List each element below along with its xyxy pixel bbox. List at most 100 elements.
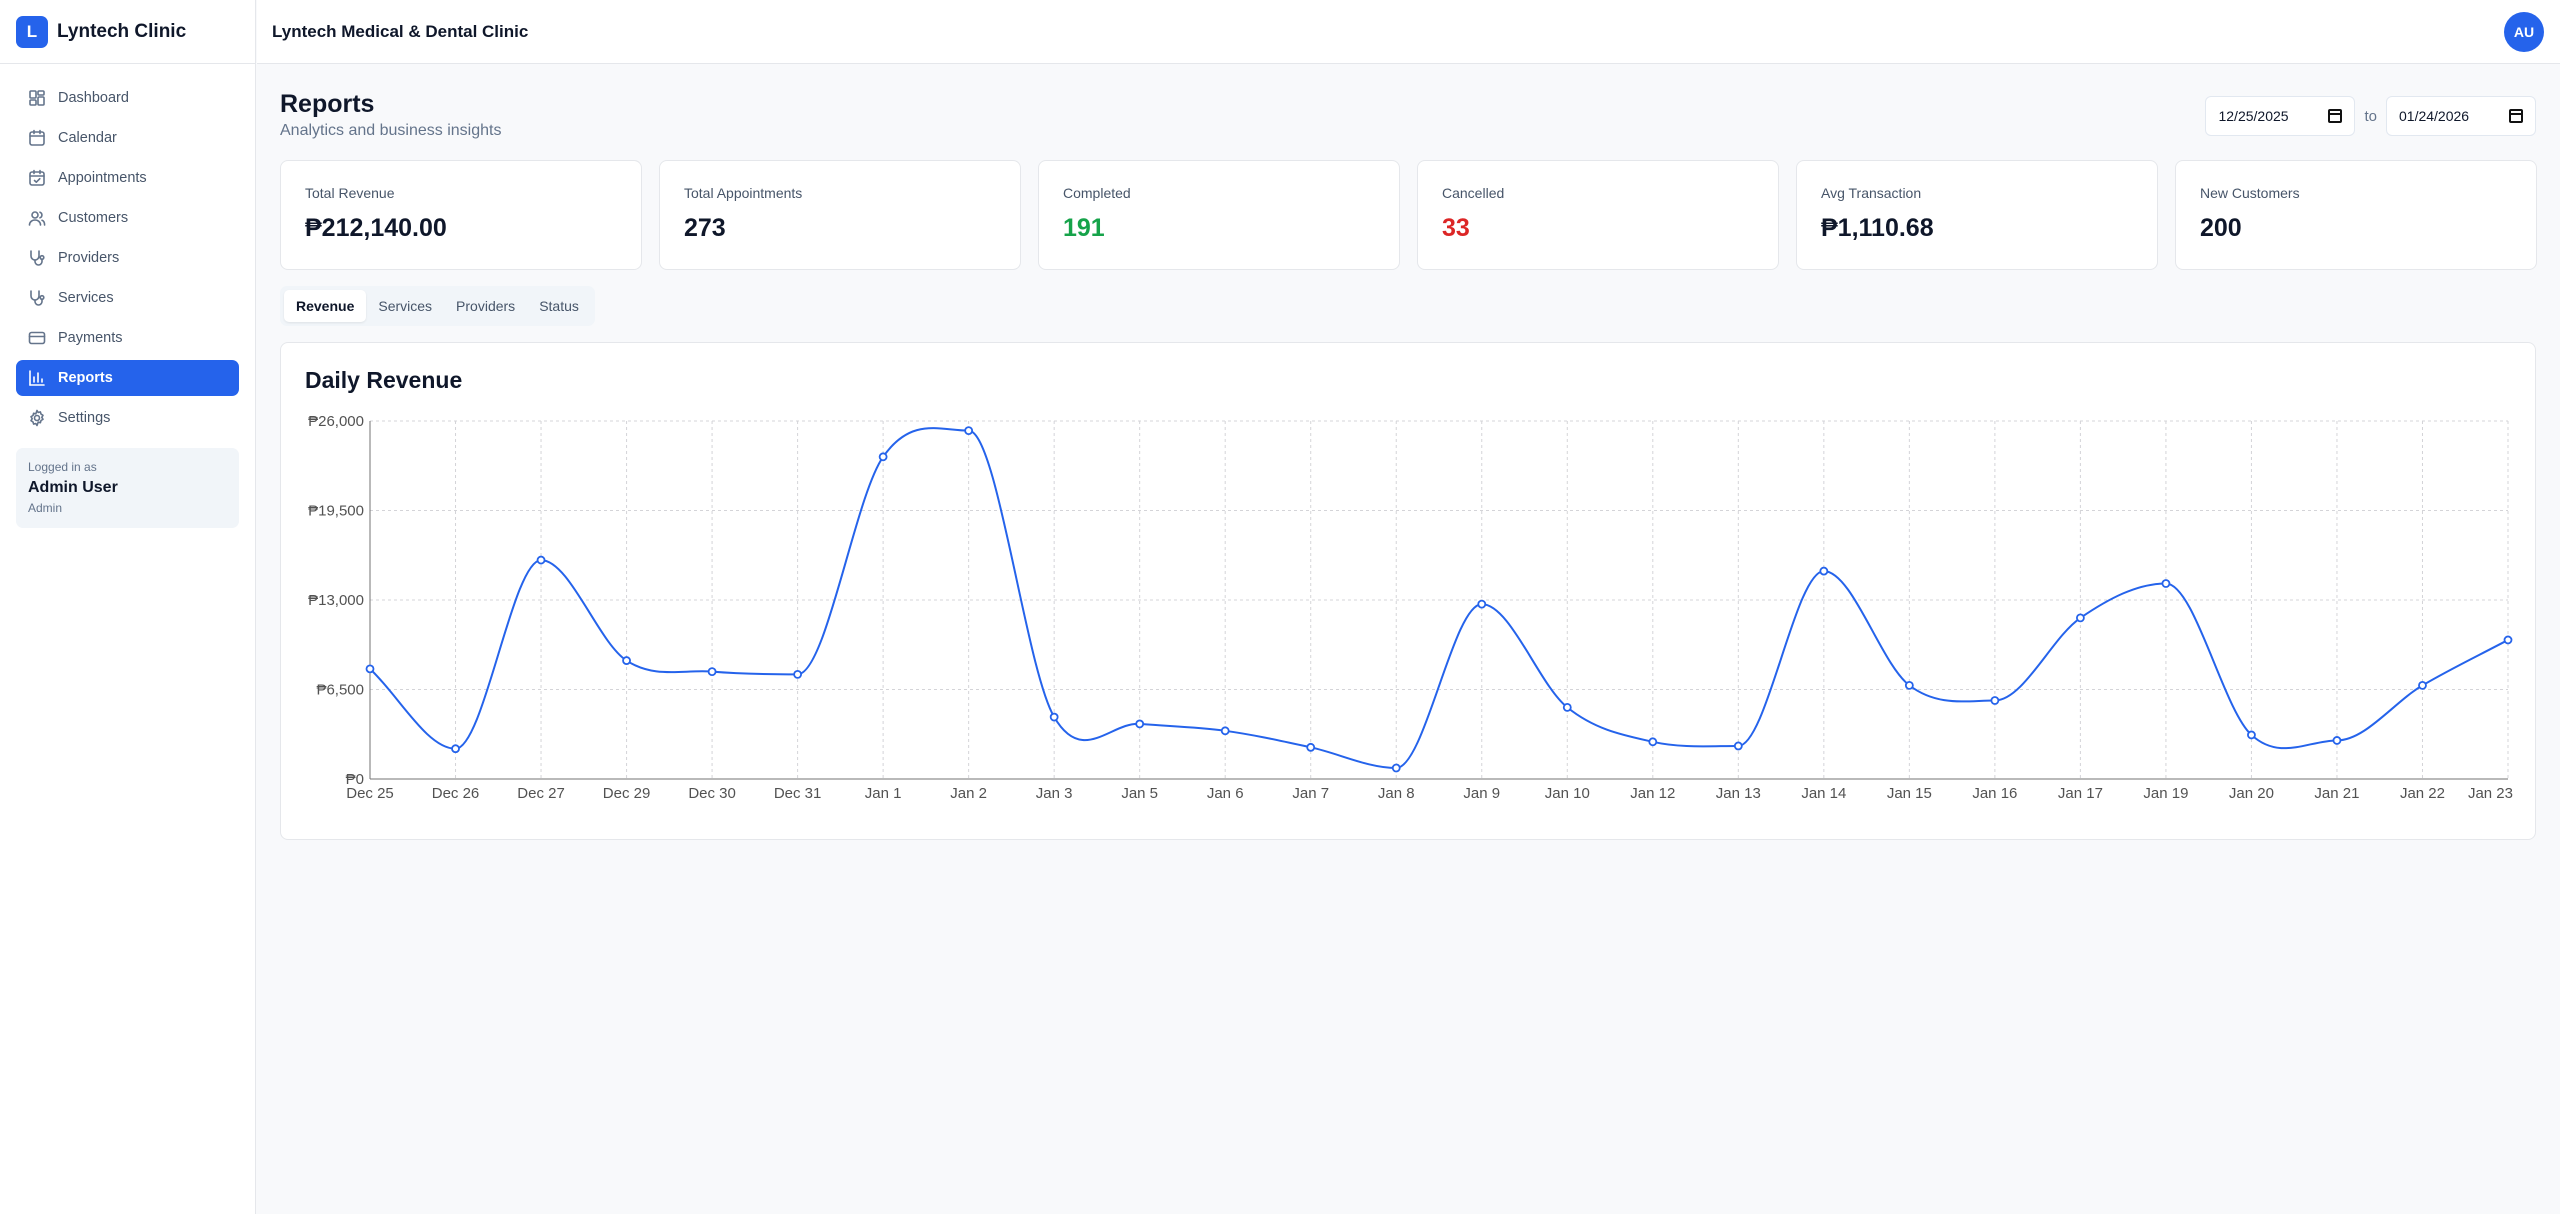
dashboard-icon	[28, 89, 46, 107]
x-tick-label: Dec 30	[688, 785, 736, 802]
brand[interactable]: L Lyntech Clinic	[0, 0, 255, 64]
data-point	[964, 426, 974, 436]
tab-services[interactable]: Services	[378, 298, 433, 314]
sidebar-item-label: Payments	[58, 330, 123, 346]
top-header: Lyntech Medical & Dental Clinic AU	[257, 0, 2560, 64]
calendar-icon[interactable]	[2509, 109, 2523, 123]
x-tick-label: Jan 12	[1630, 785, 1675, 802]
data-point	[707, 667, 717, 677]
clinic-title: Lyntech Medical & Dental Clinic	[272, 21, 529, 41]
x-tick-label: Jan 6	[1207, 785, 1244, 802]
data-point	[536, 555, 546, 565]
stat-value: ₱1,110.68	[1821, 214, 1934, 242]
data-point	[1135, 719, 1145, 729]
sidebar-item-reports[interactable]: Reports	[16, 360, 239, 396]
user-name: Admin User	[28, 479, 118, 496]
stat-label: Total Appointments	[684, 185, 803, 201]
main-content: Reports Analytics and business insights …	[280, 64, 2537, 840]
sidebar-item-appointments[interactable]: Appointments	[16, 160, 239, 196]
chart-card: Daily Revenue ₱0 ₱6,500 ₱13,000 ₱19,500 ₱26,…	[280, 342, 2536, 840]
x-tick-label: Jan 21	[2314, 785, 2359, 802]
x-tick-label: Jan 22	[2400, 785, 2445, 802]
x-tick-label: Jan 9	[1463, 785, 1500, 802]
sidebar-item-providers[interactable]: Providers	[16, 240, 239, 276]
brand-logo: L	[16, 15, 48, 48]
stethoscope-icon	[28, 249, 46, 267]
stat-label: Total Revenue	[305, 185, 395, 201]
x-tick-label: Dec 31	[774, 785, 822, 802]
x-tick-label: Jan 15	[1887, 785, 1932, 802]
stat-label: Completed	[1063, 185, 1131, 201]
stethoscope-icon	[28, 289, 46, 307]
date-to-input[interactable]: 01/24/2026	[2386, 96, 2536, 136]
y-tick-label: ₱6,500	[316, 682, 364, 699]
sidebar-item-label: Customers	[58, 210, 129, 226]
stats-row: Total Revenue ₱212,140.00 Total Appointmen…	[280, 160, 2537, 270]
data-point	[1306, 742, 1316, 752]
y-tick-label: ₱13,000	[308, 592, 364, 609]
stat-card: Avg Transaction ₱1,110.68	[1796, 160, 2158, 270]
sidebar-item-label: Reports	[58, 370, 113, 386]
brand-name: Lyntech Clinic	[57, 20, 187, 42]
date-from-value: 12/25/2025	[2218, 108, 2289, 124]
calendar-icon[interactable]	[2328, 109, 2343, 123]
x-tick-label: Jan 7	[1292, 785, 1329, 802]
data-point	[1648, 737, 1658, 747]
sidebar: L Lyntech Clinic Dashboard Calendar Appoin…	[0, 0, 256, 1214]
tab-status[interactable]: Status	[539, 298, 579, 314]
sidebar-item-services[interactable]: Services	[16, 280, 239, 316]
sidebar-item-label: Services	[58, 290, 114, 306]
date-from-input[interactable]: 12/25/2025	[2205, 96, 2356, 136]
data-point	[1562, 702, 1572, 712]
page-title: Reports	[280, 90, 375, 118]
x-tick-label: Jan 17	[2058, 785, 2103, 802]
tab-revenue[interactable]: Revenue	[284, 290, 367, 322]
bar-chart-icon	[28, 369, 46, 387]
data-point	[793, 669, 802, 679]
stat-card: Total Appointments 273	[659, 160, 1021, 270]
data-point	[451, 744, 460, 754]
date-range: 12/25/2025 to 01/24/2026	[2205, 96, 2536, 136]
data-point	[622, 656, 631, 665]
sidebar-item-settings[interactable]: Settings	[16, 400, 239, 436]
data-point	[1904, 680, 1914, 690]
sidebar-nav: Dashboard Calendar Appointments Customers Pr…	[0, 64, 255, 436]
sidebar-item-calendar[interactable]: Calendar	[16, 120, 239, 156]
sidebar-item-payments[interactable]: Payments	[16, 320, 239, 356]
data-point	[2247, 730, 2256, 740]
data-point	[365, 664, 375, 674]
data-point	[1391, 763, 1401, 773]
sidebar-item-customers[interactable]: Customers	[16, 200, 239, 236]
data-point	[1220, 726, 1230, 736]
chart-title: Daily Revenue	[305, 367, 463, 393]
tab-providers[interactable]: Providers	[456, 298, 516, 314]
report-tabs: Revenue Services Providers Status	[280, 286, 595, 326]
logged-in-label: Logged in as	[28, 460, 97, 474]
data-point	[1819, 566, 1829, 576]
page-subtitle: Analytics and business insights	[280, 122, 502, 139]
data-point	[2161, 579, 2171, 588]
x-tick-label: Jan 3	[1036, 785, 1073, 802]
user-info-box: Logged in as Admin User Admin	[16, 448, 239, 528]
data-point	[2076, 613, 2085, 623]
sidebar-item-label: Appointments	[58, 170, 147, 186]
revenue-line	[369, 427, 2509, 769]
x-tick-label: Jan 23	[2468, 785, 2513, 802]
x-tick-label: Jan 16	[1972, 785, 2017, 802]
y-tick-label: ₱19,500	[308, 503, 364, 520]
stat-label: Cancelled	[1442, 185, 1505, 201]
x-tick-label: Jan 14	[1801, 785, 1846, 802]
x-tick-label: Dec 29	[603, 785, 651, 802]
x-tick-label: Dec 26	[432, 785, 480, 802]
sidebar-item-dashboard[interactable]: Dashboard	[16, 80, 239, 116]
x-tick-label: Dec 25	[346, 785, 394, 802]
credit-card-icon	[28, 329, 46, 347]
x-tick-label: Jan 1	[865, 785, 902, 802]
page-header: Reports Analytics and business insights …	[280, 64, 2536, 160]
stat-label: New Customers	[2200, 185, 2300, 201]
avatar[interactable]: AU	[2504, 11, 2544, 52]
data-point	[1477, 599, 1487, 609]
sidebar-item-label: Providers	[58, 250, 120, 266]
x-tick-label: Jan 5	[1121, 785, 1158, 802]
user-role: Admin	[28, 501, 63, 515]
